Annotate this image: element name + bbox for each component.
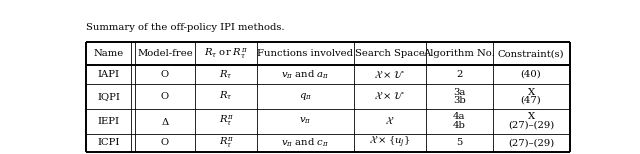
Text: Functions involved: Functions involved <box>257 49 353 58</box>
Text: $\mathcal{X} \times \mathcal{U}$: $\mathcal{X} \times \mathcal{U}$ <box>374 69 405 80</box>
Text: ICPI: ICPI <box>97 138 120 147</box>
Text: IAPI: IAPI <box>98 70 120 79</box>
Text: 3b: 3b <box>453 96 465 105</box>
Text: Algorithm No.: Algorithm No. <box>423 49 495 58</box>
Text: 4a: 4a <box>453 112 465 122</box>
Text: $R_\tau$: $R_\tau$ <box>220 68 233 81</box>
Text: $R_\tau^\pi$: $R_\tau^\pi$ <box>218 136 234 150</box>
Text: (27)–(29): (27)–(29) <box>508 121 554 130</box>
Text: $\mathcal{X} \times \mathcal{U}$: $\mathcal{X} \times \mathcal{U}$ <box>374 91 405 101</box>
Text: Search Space: Search Space <box>355 49 425 58</box>
Text: O: O <box>161 92 169 101</box>
Text: $R_\tau$: $R_\tau$ <box>220 90 233 102</box>
Text: (47): (47) <box>521 96 541 105</box>
Text: $v_\pi$: $v_\pi$ <box>300 116 312 126</box>
Text: $v_\pi$ and $c_\pi$: $v_\pi$ and $c_\pi$ <box>282 136 330 149</box>
Text: $v_\pi$ and $a_\pi$: $v_\pi$ and $a_\pi$ <box>281 68 330 81</box>
Text: (40): (40) <box>521 70 541 79</box>
Text: X: X <box>527 112 534 122</box>
Text: $q_\pi$: $q_\pi$ <box>299 91 312 102</box>
Text: 5: 5 <box>456 138 462 147</box>
Text: Constraint(s): Constraint(s) <box>498 49 564 58</box>
Text: $\Delta$: $\Delta$ <box>161 116 170 127</box>
Text: IQPI: IQPI <box>97 92 120 101</box>
Text: $R_\tau^\pi$: $R_\tau^\pi$ <box>218 114 234 128</box>
Text: IEPI: IEPI <box>98 117 120 126</box>
Text: Model-free: Model-free <box>137 49 193 58</box>
Text: X: X <box>527 87 534 97</box>
Text: 4b: 4b <box>452 121 466 130</box>
Text: $\mathcal{X} \times \{u_j\}$: $\mathcal{X} \times \{u_j\}$ <box>369 135 410 150</box>
Text: 2: 2 <box>456 70 462 79</box>
Text: O: O <box>161 70 169 79</box>
Text: Summary of the off-policy IPI methods.: Summary of the off-policy IPI methods. <box>86 23 284 32</box>
Text: $\mathcal{X}$: $\mathcal{X}$ <box>385 116 394 126</box>
Text: Name: Name <box>93 49 124 58</box>
Text: $R_\tau$ or $R_\tau^\pi$: $R_\tau$ or $R_\tau^\pi$ <box>204 47 248 61</box>
Text: 3a: 3a <box>453 87 465 97</box>
Text: (27)–(29): (27)–(29) <box>508 138 554 147</box>
Text: O: O <box>161 138 169 147</box>
